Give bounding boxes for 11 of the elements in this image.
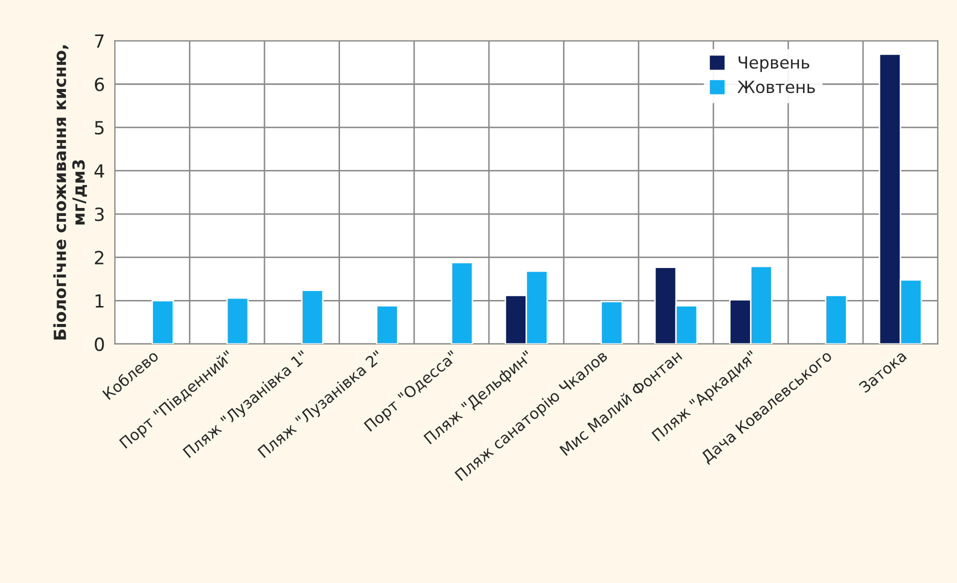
y-axis-title: Біологічне споживання кисню, мг/дм3	[53, 45, 87, 340]
y-tick-label: 2	[94, 250, 104, 264]
y-tick-label: 0	[94, 337, 104, 352]
legend-label: Жовтень	[738, 80, 815, 94]
y-tick-label: 3	[95, 208, 104, 222]
y-tick-label: 6	[94, 78, 104, 92]
y-tick-label: 1	[96, 294, 104, 308]
y-tick-label: 7	[95, 34, 104, 48]
y-tick-label: 4	[94, 164, 104, 178]
legend-label: Червень	[738, 56, 810, 72]
y-tick-label: 5	[95, 121, 104, 135]
